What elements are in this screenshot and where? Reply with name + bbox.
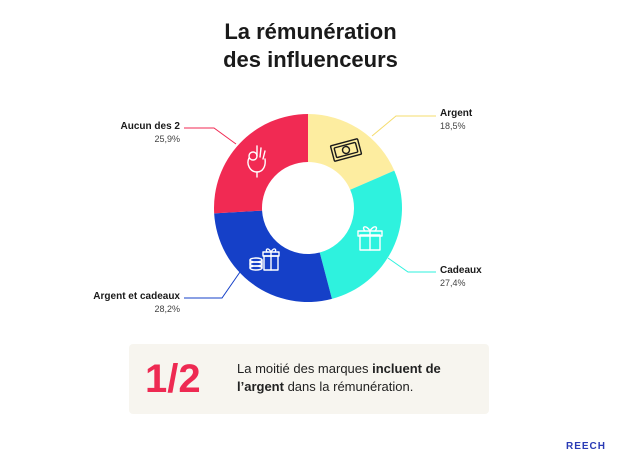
label-aucun: Aucun des 2 25,9% [80, 120, 180, 146]
callout-box: 1/2 La moitié des marques incluent de l’… [129, 344, 489, 414]
callout-text-pre: La moitié des marques [237, 361, 373, 376]
leader-line-1 [371, 115, 436, 137]
ok-hand-icon [247, 145, 266, 178]
label-name: Argent et cadeaux [93, 291, 180, 302]
label-name: Aucun des 2 [120, 121, 180, 132]
leader-line-2 [387, 257, 436, 273]
label-argent-et-cadeaux: Argent et cadeaux 28,2% [50, 290, 180, 316]
banknote-icon [329, 138, 363, 162]
brand-logo: REECH [566, 441, 607, 452]
label-value: 25,9% [154, 134, 180, 144]
label-value: 27,4% [440, 278, 466, 288]
callout-big-number: 1/2 [145, 357, 201, 401]
leader-line-3 [184, 271, 241, 299]
donut-slice-4 [214, 114, 308, 214]
label-name: Argent [440, 108, 473, 119]
label-value: 18,5% [440, 121, 466, 131]
title-line-1: La rémunération [224, 19, 397, 44]
donut-slice-1 [308, 114, 395, 190]
label-name: Cadeaux [440, 265, 482, 276]
callout-text-post: dans la rémunération. [283, 379, 414, 394]
leader-line-4 [184, 127, 237, 145]
gift-icon [357, 226, 383, 251]
callout-text: La moitié des marques incluent de l’arge… [237, 360, 482, 396]
callout-text-bold: incluent de l’argent [237, 361, 441, 394]
chart-title: La rémunération des influenceurs [0, 18, 621, 74]
label-value: 28,2% [154, 304, 180, 314]
coins-and-gift-icon [249, 248, 280, 271]
label-argent: Argent 18,5% [440, 107, 540, 133]
title-line-2: des influenceurs [223, 47, 398, 72]
label-cadeaux: Cadeaux 27,4% [440, 264, 540, 290]
